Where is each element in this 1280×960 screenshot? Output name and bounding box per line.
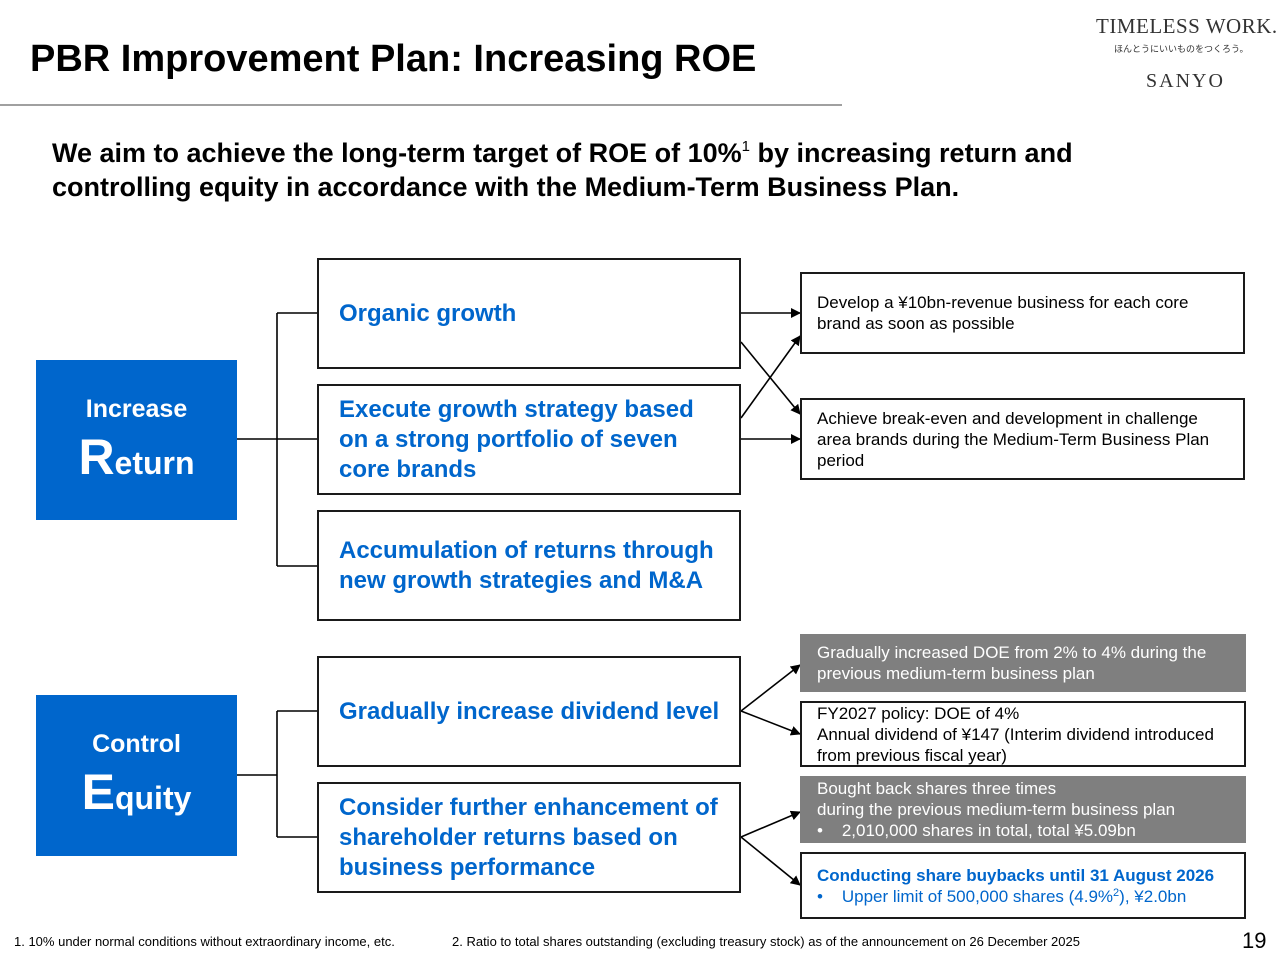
arrow-returns-to-buyback-current: [740, 836, 801, 886]
company-logo-wordmark: SANYO: [1146, 70, 1225, 92]
policy-line-1: FY2027 policy: DOE of 4%: [817, 703, 1020, 723]
lead-footnote-ref: 1: [741, 138, 750, 155]
outcome-past-buybacks: Bought back shares three times during th…: [800, 776, 1246, 843]
buyback-current-line-1: Conducting share buybacks until 31 Augus…: [817, 865, 1215, 885]
increase-label: Increase: [85, 394, 188, 423]
return-label-rest: eturn: [114, 444, 195, 481]
company-logo-tagline: TIMELESS WORK.: [1096, 14, 1278, 38]
company-logo-subtagline: ほんとうにいいものをつくろう。: [1114, 44, 1249, 54]
footnote-2: 2. Ratio to total shares outstanding (ex…: [452, 934, 1080, 949]
strategy-label: Organic growth: [339, 299, 517, 327]
outcome-current-buyback: Conducting share buybacks until 31 Augus…: [800, 852, 1246, 919]
strategy-new-growth-ma: Accumulation of returns through new grow…: [317, 510, 741, 621]
buyback-past-bullet: • 2,010,000 shares in total, total ¥5.09…: [817, 821, 1136, 840]
strategy-dividend-level: Gradually increase dividend level: [317, 656, 741, 767]
control-label: Control: [92, 730, 181, 758]
arrow-returns-to-buyback-past: [740, 810, 801, 838]
page-title: PBR Improvement Plan: Increasing ROE: [30, 38, 757, 80]
outcome-fy2027-dividend-policy: FY2027 policy: DOE of 4% Annual dividend…: [800, 701, 1246, 767]
page-number: 19: [1242, 928, 1267, 953]
increase-return-box: Increase Return: [36, 360, 237, 520]
buyback-current-bullet: • Upper limit of 500,000 shares (4.9%2),…: [817, 886, 1236, 907]
strategy-label: Accumulation of returns through new grow…: [339, 536, 714, 594]
title-divider: [0, 104, 842, 106]
buyback-past-line-2: during the previous medium-term business…: [817, 800, 1176, 819]
outcome-text: Gradually increased DOE from 2% to 4% du…: [817, 643, 1207, 683]
strategy-label: Consider further enhancement of sharehol…: [339, 793, 718, 881]
equity-label-initial: E: [81, 764, 115, 820]
outcome-break-even: Achieve break-even and development in ch…: [800, 398, 1245, 480]
equity-label-rest: quity: [114, 780, 192, 816]
footnote-1: 1. 10% under normal conditions without e…: [14, 934, 395, 949]
strategy-core-brands: Execute growth strategy based on a stron…: [317, 384, 741, 495]
buyback-bullet-pre: • Upper limit of 500,000 shares (4.9%: [817, 886, 1114, 906]
buyback-bullet-post: ), ¥2.0bn: [1119, 886, 1187, 906]
arrow-dividend-to-past: [740, 664, 801, 712]
equity-label: Equity: [82, 763, 192, 821]
outcome-text: Achieve break-even and development in ch…: [817, 408, 1210, 470]
return-label: Return: [78, 428, 194, 486]
lead-statement: We aim to achieve the long-term target o…: [52, 136, 1212, 204]
strategy-organic-growth: Organic growth: [317, 258, 741, 369]
outcome-doe-history: Gradually increased DOE from 2% to 4% du…: [800, 634, 1246, 692]
lead-part-1: We aim to achieve the long-term target o…: [52, 138, 742, 168]
strategy-label: Gradually increase dividend level: [339, 697, 720, 725]
control-equity-box: Control Equity: [36, 695, 237, 856]
outcome-text: Develop a ¥10bn-revenue business for eac…: [817, 293, 1189, 333]
buyback-past-line-1: Bought back shares three times: [817, 779, 1057, 798]
return-label-initial: R: [78, 428, 115, 485]
arrow-dividend-to-policy: [740, 710, 801, 736]
outcome-10bn-business: Develop a ¥10bn-revenue business for eac…: [800, 272, 1245, 354]
policy-line-2: Annual dividend of ¥147 (Interim dividen…: [817, 724, 1214, 765]
strategy-label: Execute growth strategy based on a stron…: [339, 395, 694, 483]
buyback-footnote-ref: 2: [1113, 886, 1120, 899]
arrow-core-to-10bn: [740, 335, 801, 419]
strategy-shareholder-returns: Consider further enhancement of sharehol…: [317, 782, 741, 893]
lead-part-2: by increasing return and controlling equ…: [52, 138, 1073, 202]
